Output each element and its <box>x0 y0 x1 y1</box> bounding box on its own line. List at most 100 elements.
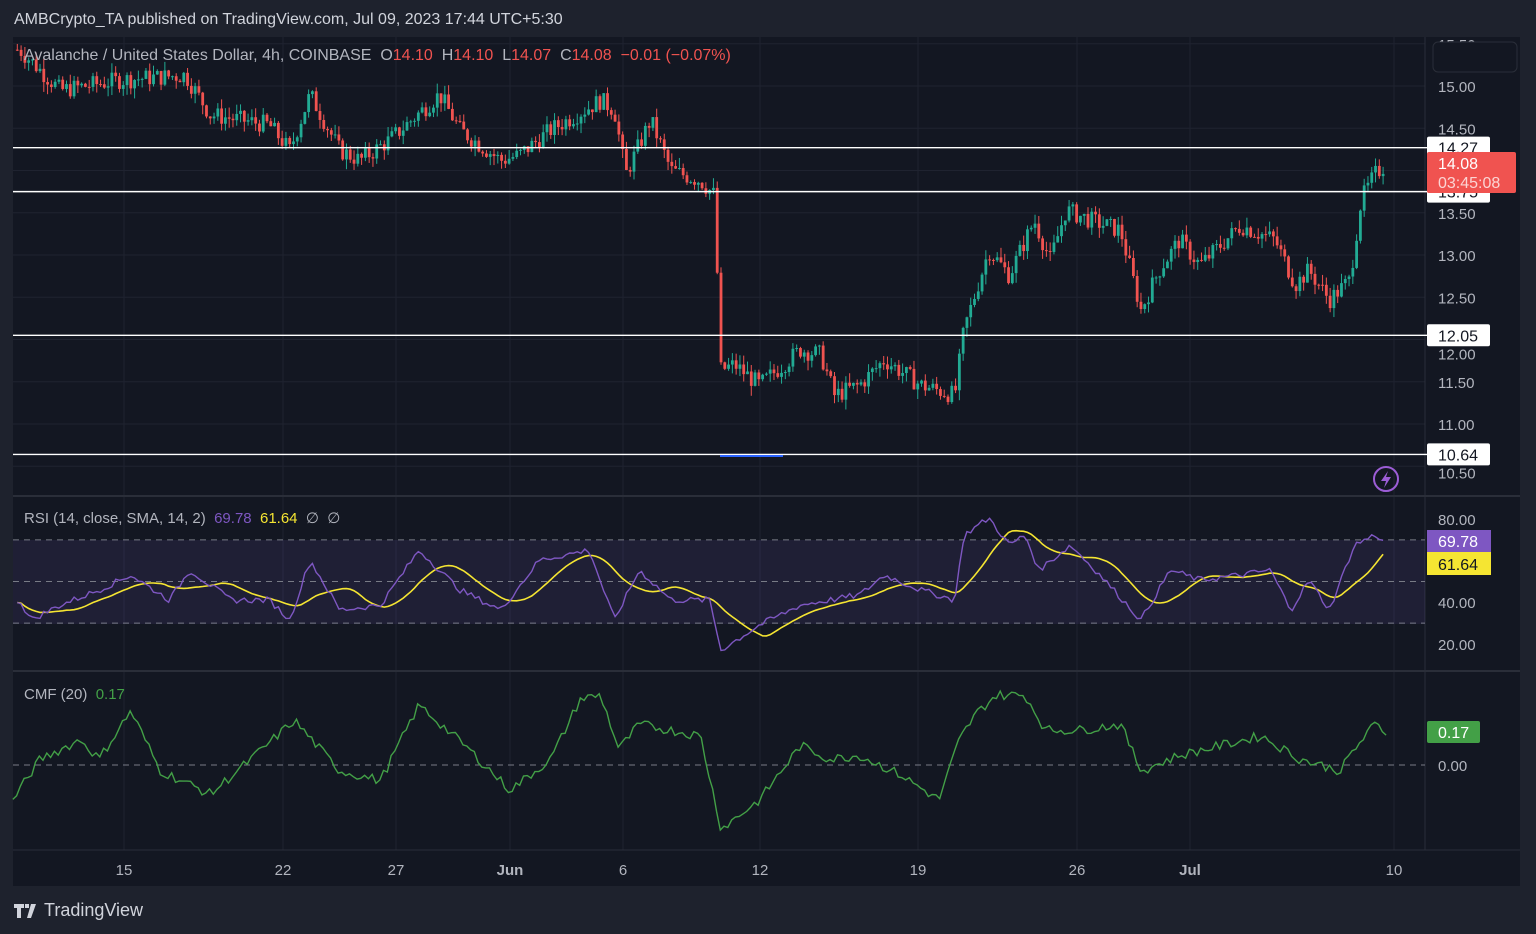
rsi-tags: 80.00 40.00 20.00 69.78 61.64 <box>1427 512 1491 654</box>
cmf-line <box>12 689 1387 832</box>
candle-body <box>326 128 329 131</box>
time-label: 6 <box>619 862 627 879</box>
candle-body <box>1010 273 1014 284</box>
candle-body <box>939 389 942 396</box>
candle-body <box>1128 255 1132 258</box>
candle-body <box>435 93 439 108</box>
candle-body <box>734 360 738 369</box>
rsi-sma-value-tag: 61.64 <box>1438 557 1478 574</box>
candle-body <box>1166 261 1169 269</box>
level-tag-bg <box>1427 443 1490 466</box>
candle-body <box>1219 244 1222 248</box>
rsi-title[interactable]: RSI (14, close, SMA, 14, 2) <box>24 510 206 527</box>
candle-body <box>178 80 182 83</box>
candle-body <box>655 117 659 139</box>
candle-body <box>973 298 976 305</box>
candle-body <box>1082 213 1086 216</box>
candle-body <box>1336 289 1340 297</box>
candle-body <box>923 380 927 391</box>
open-value: 14.10 <box>392 47 433 64</box>
candle-body <box>825 369 829 372</box>
candle-body <box>628 169 632 172</box>
candle-body <box>700 182 704 189</box>
candle-body <box>643 125 647 146</box>
candle-body <box>1347 276 1351 280</box>
candle-body <box>114 72 118 77</box>
candle-body <box>530 140 534 153</box>
candle-body <box>995 257 999 261</box>
candle-body <box>640 139 643 146</box>
cmf-title[interactable]: CMF (20) <box>24 686 88 703</box>
candle-body <box>398 127 401 136</box>
candle-body <box>878 363 882 369</box>
candle-body <box>515 150 519 158</box>
candle-body <box>1094 211 1097 215</box>
candle-body <box>284 137 288 146</box>
tradingview-logo[interactable]: TradingView <box>14 900 143 921</box>
candle-body <box>1048 251 1052 253</box>
candle-body <box>1249 227 1253 237</box>
candle-body <box>961 327 965 354</box>
candle-body <box>980 274 984 292</box>
candle-body <box>250 117 254 121</box>
candle-body <box>1268 231 1271 235</box>
price-tick: 12.00 <box>1438 347 1476 364</box>
candle-body <box>80 83 84 86</box>
candle-body <box>976 291 980 299</box>
candle-body <box>833 376 836 396</box>
candle-body <box>768 369 772 374</box>
candle-body <box>1324 284 1328 296</box>
candle-body <box>1237 228 1241 233</box>
candle-body <box>840 388 844 400</box>
horizontal-levels[interactable] <box>13 146 1427 456</box>
candle-body <box>492 154 496 157</box>
candle-body <box>1362 185 1366 211</box>
candle-body <box>969 304 973 318</box>
candle-body <box>485 153 488 157</box>
candle-body <box>753 372 757 386</box>
price-tick: 15.00 <box>1438 79 1476 96</box>
candle-body <box>1332 289 1336 309</box>
candle-body <box>469 140 473 147</box>
candle-body <box>1113 218 1116 236</box>
axis-settings-box[interactable] <box>1432 41 1518 73</box>
candle-body <box>1196 259 1200 263</box>
candle-body <box>189 85 193 94</box>
candle-body <box>76 80 80 86</box>
candle-body <box>337 134 341 141</box>
candle-body <box>428 112 432 117</box>
candle-body <box>23 55 27 63</box>
candle-body <box>295 137 299 142</box>
candle-body <box>1067 206 1071 221</box>
rsi-tick: 20.00 <box>1438 637 1476 654</box>
candle-body <box>1260 234 1264 239</box>
close-label: C <box>560 47 572 64</box>
candle-body <box>276 122 280 139</box>
candle-body <box>91 76 95 87</box>
rsi-band <box>13 540 1425 624</box>
level-tag: 12.05 <box>1438 328 1478 345</box>
candle-body <box>61 79 65 89</box>
lightning-icon[interactable] <box>1373 466 1399 492</box>
candle-body <box>220 108 224 124</box>
candle-body <box>1374 165 1377 173</box>
candle-body <box>946 396 950 403</box>
candle-body <box>462 121 466 130</box>
candle-body <box>152 74 155 85</box>
time-label: 15 <box>116 862 133 879</box>
candle-body <box>1105 219 1109 226</box>
candle-body <box>791 348 795 367</box>
candle-body <box>908 367 912 369</box>
candle-body <box>390 131 394 137</box>
candle-body <box>303 112 307 124</box>
candle-body <box>27 60 31 63</box>
candle-body <box>159 71 163 85</box>
close-value: 14.08 <box>571 47 612 64</box>
symbol-name[interactable]: Avalanche / United States Dollar, 4h, CO… <box>24 47 372 64</box>
candle-body <box>772 369 776 374</box>
candle-body <box>1215 244 1219 246</box>
candle-body <box>829 371 833 377</box>
candle-body <box>1075 204 1079 223</box>
candle-body <box>556 120 560 128</box>
